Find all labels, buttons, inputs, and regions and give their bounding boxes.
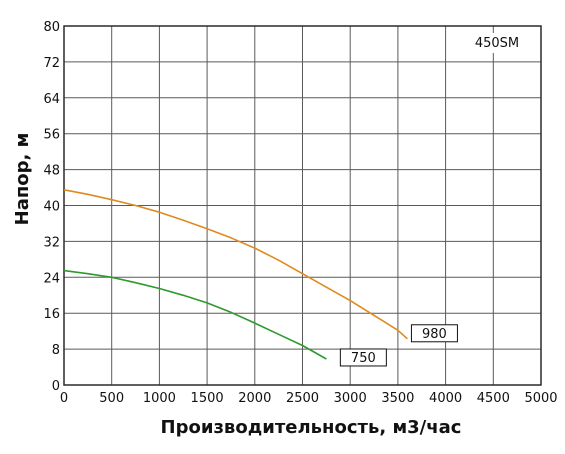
x-tick-label: 4500 [477,391,510,406]
x-tick-label: 500 [99,391,124,406]
y-tick-label: 40 [43,200,60,215]
x-tick-label: 1000 [143,391,176,406]
x-tick-labels: 0 500 1000 1500 2000 2500 3000 3500 4000 4500 5000 [60,391,558,406]
series-line-980 [63,189,408,340]
curve-label-box-750 [339,348,387,367]
x-tick-label: 1500 [191,391,224,406]
y-tick-label: 24 [43,271,60,286]
y-tick-label: 56 [43,128,60,143]
x-tick-label: 4000 [429,391,462,406]
x-tick-label: 2000 [238,391,271,406]
y-tick-label: 64 [43,92,60,107]
x-axis-title: Производительность, м3/час [161,417,462,438]
series-line-750 [63,269,327,360]
x-tick-label: 5000 [524,391,557,406]
model-label-background [468,33,526,53]
model-label: 450SM [475,36,519,51]
curve-label-box-980 [410,324,458,343]
y-tick-label: 72 [43,56,60,71]
y-tick-label: 48 [43,164,60,179]
y-tick-label: 16 [43,307,60,322]
y-tick-label: 8 [52,343,60,358]
x-tick-label: 0 [60,391,68,406]
x-tick-label: 3000 [334,391,367,406]
y-tick-label: 32 [43,235,60,250]
curve-label-750: 750 [351,351,376,366]
y-tick-labels: 0 8 16 24 32 40 48 56 64 72 80 [43,20,60,394]
series-lines [63,189,408,360]
y-axis-title: Напор, м [12,133,33,226]
x-tick-label: 2500 [286,391,319,406]
y-tick-label: 80 [43,20,60,35]
plot-frame [63,25,542,386]
y-tick-label: 0 [52,379,60,394]
curve-labels: 980 750 [339,324,458,367]
curve-label-980: 980 [422,327,447,342]
x-tick-label: 3500 [381,391,414,406]
